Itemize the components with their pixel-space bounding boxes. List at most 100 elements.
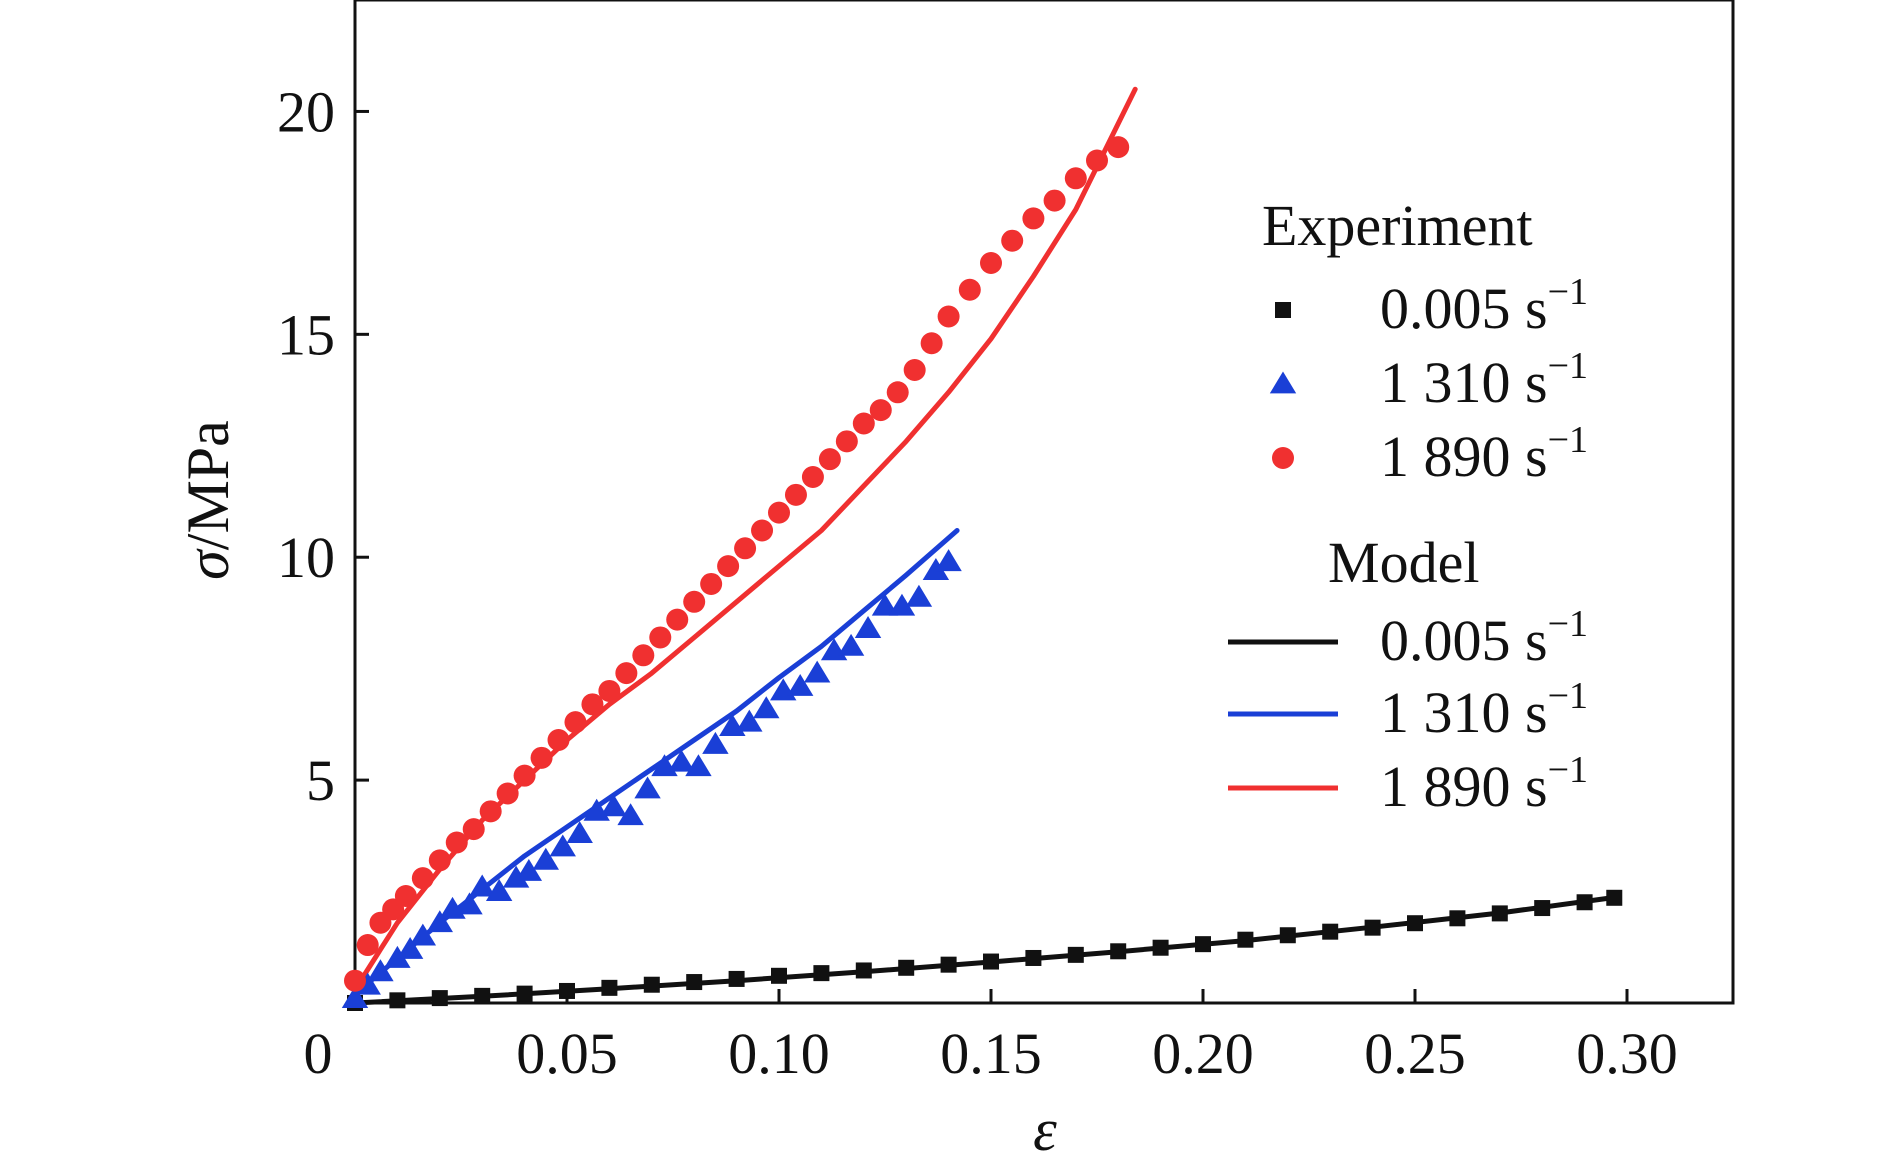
data-point-circle bbox=[428, 849, 451, 872]
experiment-series-group bbox=[341, 136, 1623, 1011]
data-point-triangle bbox=[685, 754, 712, 777]
data-point-circle bbox=[1064, 167, 1087, 190]
data-point-circle bbox=[734, 537, 757, 560]
legend-model-title: Model bbox=[1328, 530, 1479, 595]
data-point-triangle bbox=[617, 803, 644, 826]
data-point-square bbox=[940, 956, 957, 973]
data-point-square bbox=[1025, 949, 1042, 966]
data-point-square bbox=[1606, 889, 1623, 906]
data-point-circle bbox=[768, 501, 790, 524]
x-axis-ticks: 0.05 0.10 0.15 0.20 0.25 0.30 bbox=[516, 989, 1678, 1086]
origin-tick-label: 0 bbox=[304, 1021, 333, 1086]
data-point-circle bbox=[683, 590, 706, 613]
data-point-triangle bbox=[456, 892, 483, 915]
data-point-circle bbox=[394, 885, 417, 908]
data-point-square bbox=[1067, 946, 1084, 963]
data-point-square bbox=[1491, 905, 1508, 922]
x-tick-label: 0.20 bbox=[1152, 1021, 1254, 1086]
plot-frame bbox=[353, 0, 1735, 1005]
data-point-circle bbox=[818, 448, 841, 471]
legend-entry-label: 1 890 s−1 bbox=[1380, 419, 1588, 489]
data-point-circle bbox=[632, 644, 655, 667]
data-point-triangle bbox=[668, 749, 695, 772]
legend-experiment-title: Experiment bbox=[1262, 193, 1533, 258]
data-point-triangle bbox=[600, 794, 627, 817]
data-point-triangle bbox=[502, 865, 530, 888]
data-point-triangle bbox=[753, 696, 780, 719]
data-point-square bbox=[813, 965, 830, 982]
data-point-circle bbox=[751, 519, 774, 542]
data-point-circle bbox=[980, 252, 1002, 275]
data-point-square bbox=[728, 970, 745, 987]
data-point-triangle bbox=[396, 936, 424, 959]
data-point-triangle bbox=[532, 847, 559, 870]
data-point-square bbox=[1110, 943, 1127, 960]
legend-entry-label: 1 310 s−1 bbox=[1380, 675, 1588, 745]
data-point-triangle bbox=[341, 986, 369, 1008]
data-point-circle bbox=[411, 867, 434, 890]
data-point-circle bbox=[784, 483, 807, 506]
data-point-square bbox=[1279, 927, 1296, 944]
data-point-square bbox=[1237, 931, 1254, 948]
data-point-circle bbox=[903, 358, 926, 381]
data-point-circle bbox=[852, 412, 875, 435]
data-point-circle bbox=[937, 305, 960, 328]
data-point-circle bbox=[581, 693, 604, 716]
legend-marker-square bbox=[1275, 302, 1291, 318]
data-point-circle bbox=[666, 608, 689, 631]
legend-entry-label: 0.005 s−1 bbox=[1380, 271, 1588, 341]
x-tick-label: 0.25 bbox=[1364, 1021, 1466, 1086]
data-point-square bbox=[1449, 910, 1466, 927]
data-point-square bbox=[1195, 936, 1211, 953]
y-tick-label: 10 bbox=[277, 525, 335, 590]
data-point-square bbox=[771, 967, 787, 984]
data-point-circle bbox=[356, 934, 379, 957]
data-point-circle bbox=[479, 800, 502, 823]
data-point-triangle bbox=[634, 776, 661, 799]
data-point-square bbox=[855, 962, 872, 979]
data-point-circle bbox=[496, 782, 519, 805]
data-point-triangle bbox=[549, 834, 576, 857]
data-point-circle bbox=[1022, 207, 1045, 230]
data-point-circle bbox=[462, 818, 485, 841]
data-point-triangle bbox=[905, 584, 933, 607]
y-tick-label: 15 bbox=[277, 302, 335, 367]
legend: Experiment Model 0.005 s−11 310 s−11 890… bbox=[1228, 193, 1588, 819]
data-point-circle bbox=[530, 746, 553, 769]
data-point-square bbox=[601, 979, 618, 996]
data-point-square bbox=[1534, 900, 1551, 917]
data-point-circle bbox=[344, 969, 366, 992]
legend-marker-triangle bbox=[1269, 371, 1297, 394]
data-point-triangle bbox=[888, 593, 916, 616]
data-point-square bbox=[643, 976, 660, 993]
data-point-circle bbox=[547, 728, 570, 751]
data-point-triangle bbox=[787, 673, 814, 696]
data-point-square bbox=[516, 985, 533, 1002]
data-point-triangle bbox=[837, 633, 865, 656]
legend-entry-label: 1 310 s−1 bbox=[1380, 345, 1588, 415]
y-axis-unit: /MPa bbox=[175, 420, 241, 550]
data-point-triangle bbox=[854, 616, 882, 638]
data-point-circle bbox=[958, 278, 981, 301]
x-axis-title: ε bbox=[1033, 1097, 1057, 1162]
data-point-circle bbox=[513, 764, 536, 787]
data-point-triangle bbox=[515, 858, 543, 881]
data-point-triangle bbox=[935, 549, 962, 572]
legend-entry-label: 1 890 s−1 bbox=[1380, 749, 1588, 819]
data-point-triangle bbox=[922, 558, 950, 581]
data-point-square bbox=[389, 992, 406, 1009]
y-axis-ticks: 5 10 15 20 bbox=[277, 79, 369, 813]
x-tick-label: 0.05 bbox=[516, 1021, 618, 1086]
x-tick-label: 0.10 bbox=[728, 1021, 830, 1086]
data-point-circle bbox=[445, 831, 468, 854]
data-point-circle bbox=[564, 711, 587, 734]
data-point-circle bbox=[717, 555, 740, 578]
data-point-triangle bbox=[736, 709, 763, 732]
legend-entry-label: 0.005 s−1 bbox=[1380, 603, 1588, 673]
data-point-triangle bbox=[409, 923, 437, 946]
data-point-circle bbox=[1001, 229, 1024, 252]
data-point-circle bbox=[835, 430, 858, 453]
data-point-square bbox=[686, 974, 703, 991]
data-point-circle bbox=[886, 381, 909, 404]
